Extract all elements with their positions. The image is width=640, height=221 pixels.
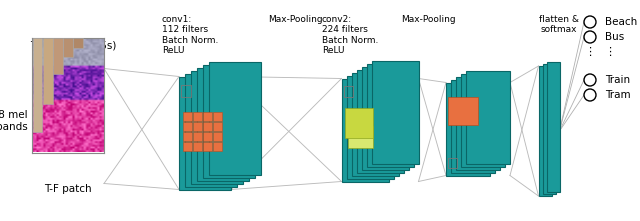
Bar bbox=[356, 69, 403, 173]
Bar bbox=[33, 38, 42, 132]
Text: conv1:
112 filters
Batch Norm.
ReLU: conv1: 112 filters Batch Norm. ReLU bbox=[162, 15, 218, 55]
Bar bbox=[193, 132, 202, 141]
Bar bbox=[183, 132, 192, 141]
Bar bbox=[466, 70, 510, 164]
Text: 75 frames (1.5s): 75 frames (1.5s) bbox=[30, 40, 116, 51]
Bar bbox=[63, 38, 73, 57]
Bar bbox=[348, 126, 372, 148]
Text: 128 mel
bands: 128 mel bands bbox=[0, 110, 28, 132]
Bar bbox=[183, 142, 192, 151]
Bar bbox=[191, 70, 243, 183]
Text: Bus: Bus bbox=[605, 32, 624, 42]
Bar bbox=[43, 38, 52, 104]
Bar bbox=[203, 132, 212, 141]
Bar bbox=[461, 74, 505, 166]
Bar bbox=[448, 97, 478, 124]
Bar bbox=[456, 76, 500, 170]
Text: Beach: Beach bbox=[605, 17, 637, 27]
Bar bbox=[344, 108, 372, 138]
Bar bbox=[213, 132, 222, 141]
Bar bbox=[446, 82, 490, 175]
Bar bbox=[203, 142, 212, 151]
Text: ⋮: ⋮ bbox=[604, 47, 616, 57]
Bar bbox=[193, 112, 202, 121]
Bar bbox=[209, 61, 261, 175]
Bar bbox=[362, 67, 408, 170]
Bar bbox=[183, 122, 192, 131]
Text: Tram: Tram bbox=[605, 90, 630, 100]
Bar bbox=[547, 62, 559, 192]
Text: flatten &
softmax: flatten & softmax bbox=[539, 15, 579, 34]
Bar bbox=[179, 76, 231, 189]
Bar bbox=[213, 142, 222, 151]
Text: ⋮: ⋮ bbox=[584, 47, 596, 57]
Bar bbox=[451, 80, 495, 173]
Bar bbox=[193, 122, 202, 131]
Text: Train: Train bbox=[605, 75, 630, 85]
Bar bbox=[203, 65, 255, 177]
Bar bbox=[183, 112, 192, 121]
Text: conv2:
224 filters
Batch Norm.
ReLU: conv2: 224 filters Batch Norm. ReLU bbox=[322, 15, 378, 55]
Bar bbox=[342, 78, 388, 181]
Bar bbox=[367, 63, 413, 166]
Bar bbox=[53, 38, 63, 74]
Bar bbox=[351, 72, 399, 175]
Bar bbox=[448, 158, 457, 168]
Bar bbox=[185, 74, 237, 187]
Bar bbox=[197, 67, 249, 181]
Bar bbox=[538, 66, 552, 196]
Bar bbox=[203, 112, 212, 121]
Text: Max-Pooling: Max-Pooling bbox=[268, 15, 323, 24]
Bar bbox=[74, 38, 83, 48]
Text: Max-Pooling: Max-Pooling bbox=[401, 15, 456, 24]
Bar bbox=[543, 64, 556, 194]
Bar bbox=[203, 122, 212, 131]
Text: T-F patch: T-F patch bbox=[44, 184, 92, 194]
Bar bbox=[181, 84, 191, 97]
Bar bbox=[346, 76, 394, 179]
Bar bbox=[193, 142, 202, 151]
Bar bbox=[213, 112, 222, 121]
Bar bbox=[344, 86, 353, 97]
Bar bbox=[371, 61, 419, 164]
Bar bbox=[213, 122, 222, 131]
